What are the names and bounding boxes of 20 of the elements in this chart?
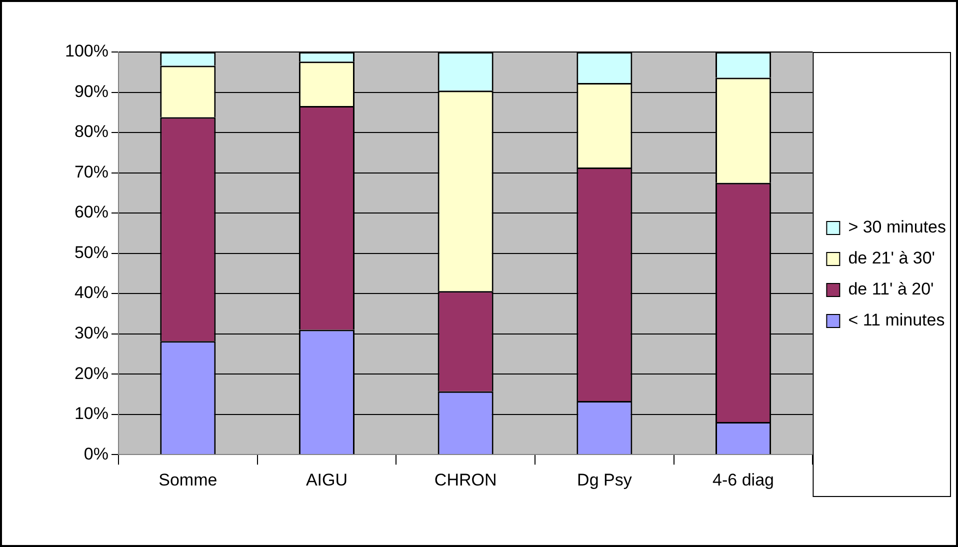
legend-label: de 11' à 20' — [848, 280, 934, 299]
x-tick-label: Somme — [158, 470, 218, 490]
y-tick-label: 50% — [74, 242, 108, 262]
y-tick-label: 100% — [64, 42, 108, 61]
y-tick-label: 10% — [74, 404, 108, 424]
x-tick-label: AIGU — [306, 470, 348, 490]
x-tick-label: 4-6 diag — [712, 470, 774, 490]
y-tick-label: 60% — [74, 202, 108, 222]
legend-label: de 21' à 30' — [848, 248, 936, 268]
x-tick-label: Dg Psy — [577, 470, 632, 490]
y-tick-label: 40% — [74, 283, 108, 302]
y-tick-label: 70% — [74, 162, 108, 182]
x-tick-label: CHRON — [434, 470, 497, 490]
y-tick-label: 0% — [84, 444, 108, 464]
y-tick-label: 20% — [74, 364, 108, 383]
y-tick-label: 80% — [74, 122, 108, 142]
legend-label: > 30 minutes — [848, 218, 946, 237]
legend-label: < 11 minutes — [848, 310, 945, 330]
y-tick-label: 90% — [74, 82, 108, 101]
y-tick-label: 30% — [74, 324, 108, 343]
